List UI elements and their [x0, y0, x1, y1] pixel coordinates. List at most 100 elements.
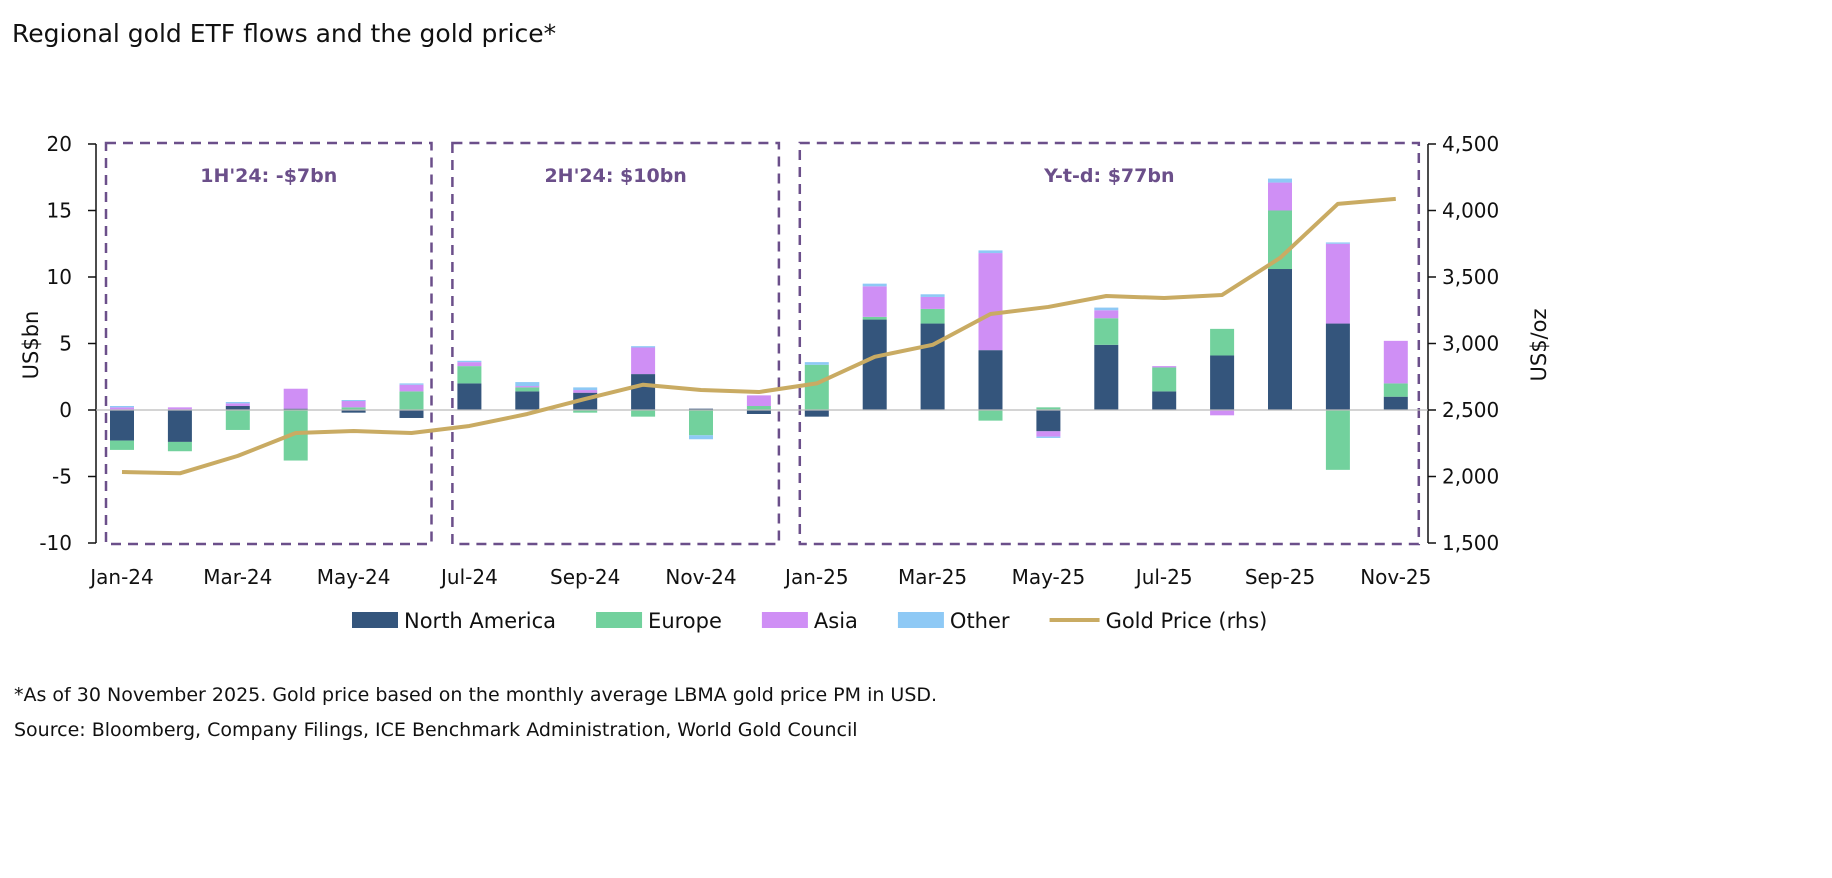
bar-segment	[689, 435, 713, 440]
legend-swatch	[596, 612, 643, 628]
bar-segment	[1268, 182, 1292, 211]
bar-segment	[1036, 410, 1061, 432]
y-axis-label: US$bn	[19, 311, 43, 380]
bar-segment	[1383, 340, 1408, 384]
bar-segment	[1325, 323, 1350, 410]
bar-segment	[746, 410, 771, 414]
y2-axis-label: US$/oz	[1527, 308, 1551, 381]
annotation-box	[798, 141, 1421, 546]
legend-swatch	[352, 612, 398, 628]
bar-segment	[515, 382, 540, 387]
legend-swatch	[761, 612, 808, 628]
bar-segment	[862, 319, 887, 410]
bar-segment	[283, 408, 308, 410]
y-tick-label: 20	[47, 132, 72, 156]
bar-segment	[1268, 178, 1292, 183]
bar-segment	[399, 384, 424, 392]
bar-segment	[631, 410, 656, 417]
y2-tick-label: 4,500	[1442, 132, 1499, 156]
y-tick-label: 15	[47, 199, 72, 223]
bar-segment	[920, 294, 945, 297]
bar-segment	[1094, 344, 1119, 410]
bar-segment	[920, 308, 945, 324]
bar-segment	[1094, 318, 1119, 345]
bar-segment	[1210, 355, 1235, 410]
y-tick-label: 0	[59, 398, 72, 422]
bar-segment	[978, 350, 1003, 410]
y2-tick-label: 2,000	[1442, 465, 1499, 489]
bar-segment	[110, 410, 134, 441]
legend-swatch	[897, 612, 944, 628]
bar-segment	[1268, 269, 1292, 410]
bar-segment	[457, 360, 482, 363]
bar-segment	[515, 387, 540, 392]
bar-segment	[1325, 242, 1350, 244]
bar-segment	[167, 407, 192, 410]
bar-segment	[746, 406, 771, 410]
source-note: Source: Bloomberg, Company Filings, ICE …	[14, 719, 858, 741]
y2-tick-label: 4,000	[1442, 199, 1499, 223]
gold-price-line	[121, 196, 1396, 476]
annotation-box	[104, 141, 433, 546]
bar-segment	[978, 410, 1003, 421]
bar-segment	[689, 408, 713, 410]
bar-segment	[283, 388, 308, 409]
x-tick-label: Jan-25	[783, 565, 849, 589]
bar-segment	[862, 286, 887, 317]
bar-segment	[978, 250, 1003, 254]
legend-label: Asia	[814, 609, 858, 633]
chart-title: Regional gold ETF flows and the gold pri…	[12, 19, 556, 48]
x-tick-label: Mar-24	[203, 565, 272, 589]
bar-segment	[1094, 307, 1119, 311]
bar-segment	[1325, 410, 1350, 470]
bar-segment	[1152, 367, 1177, 392]
bar-segment	[631, 346, 656, 348]
y2-tick-label: 2,500	[1442, 398, 1499, 422]
bar-segment	[1383, 383, 1408, 397]
bar-segment	[399, 383, 424, 385]
bar-segment	[1210, 410, 1235, 416]
bar-segment	[573, 387, 598, 391]
bar-segment	[225, 410, 250, 430]
y-tick-label: 5	[59, 332, 72, 356]
x-tick-label: Jan-24	[88, 565, 154, 589]
annotation-label: 1H'24: -$7bn	[200, 165, 337, 187]
bar-segment	[225, 403, 250, 407]
legend-label: Gold Price (rhs)	[1106, 609, 1268, 633]
bar-segment	[631, 347, 656, 375]
annotation-label: Y-t-d: $77bn	[1043, 165, 1174, 187]
bar-segment	[1152, 391, 1177, 410]
bar-segment	[1094, 310, 1119, 319]
bar-segment	[225, 406, 250, 410]
bar-segment	[457, 383, 482, 410]
bar-segment	[631, 374, 656, 410]
y-tick-label: -5	[52, 465, 72, 489]
bar-segment	[399, 391, 424, 410]
x-tick-label: Sep-25	[1245, 565, 1315, 589]
y-tick-label: -10	[39, 531, 72, 555]
x-tick-label: May-24	[317, 565, 391, 589]
x-tick-label: Sep-24	[550, 565, 620, 589]
bar-segment	[804, 362, 829, 365]
bar-segment	[110, 406, 134, 408]
bar-segment	[457, 366, 482, 384]
legend-label: Europe	[648, 609, 722, 633]
footnote: *As of 30 November 2025. Gold price base…	[14, 684, 938, 706]
bar-segment	[1036, 431, 1061, 437]
bar-segment	[1325, 243, 1350, 324]
annotation-box	[451, 141, 781, 546]
x-tick-label: Mar-25	[898, 565, 967, 589]
bar-segment	[341, 407, 366, 410]
bar-segment	[862, 316, 887, 320]
y2-tick-label: 3,500	[1442, 265, 1499, 289]
bar-segment	[804, 410, 829, 417]
bar-segment	[920, 296, 945, 309]
bar-segment	[110, 440, 134, 450]
y-tick-label: 10	[47, 265, 72, 289]
bar-segment	[515, 391, 540, 410]
bar-segment	[341, 410, 366, 413]
bar-segment	[978, 253, 1003, 351]
bar-segment	[167, 441, 192, 452]
